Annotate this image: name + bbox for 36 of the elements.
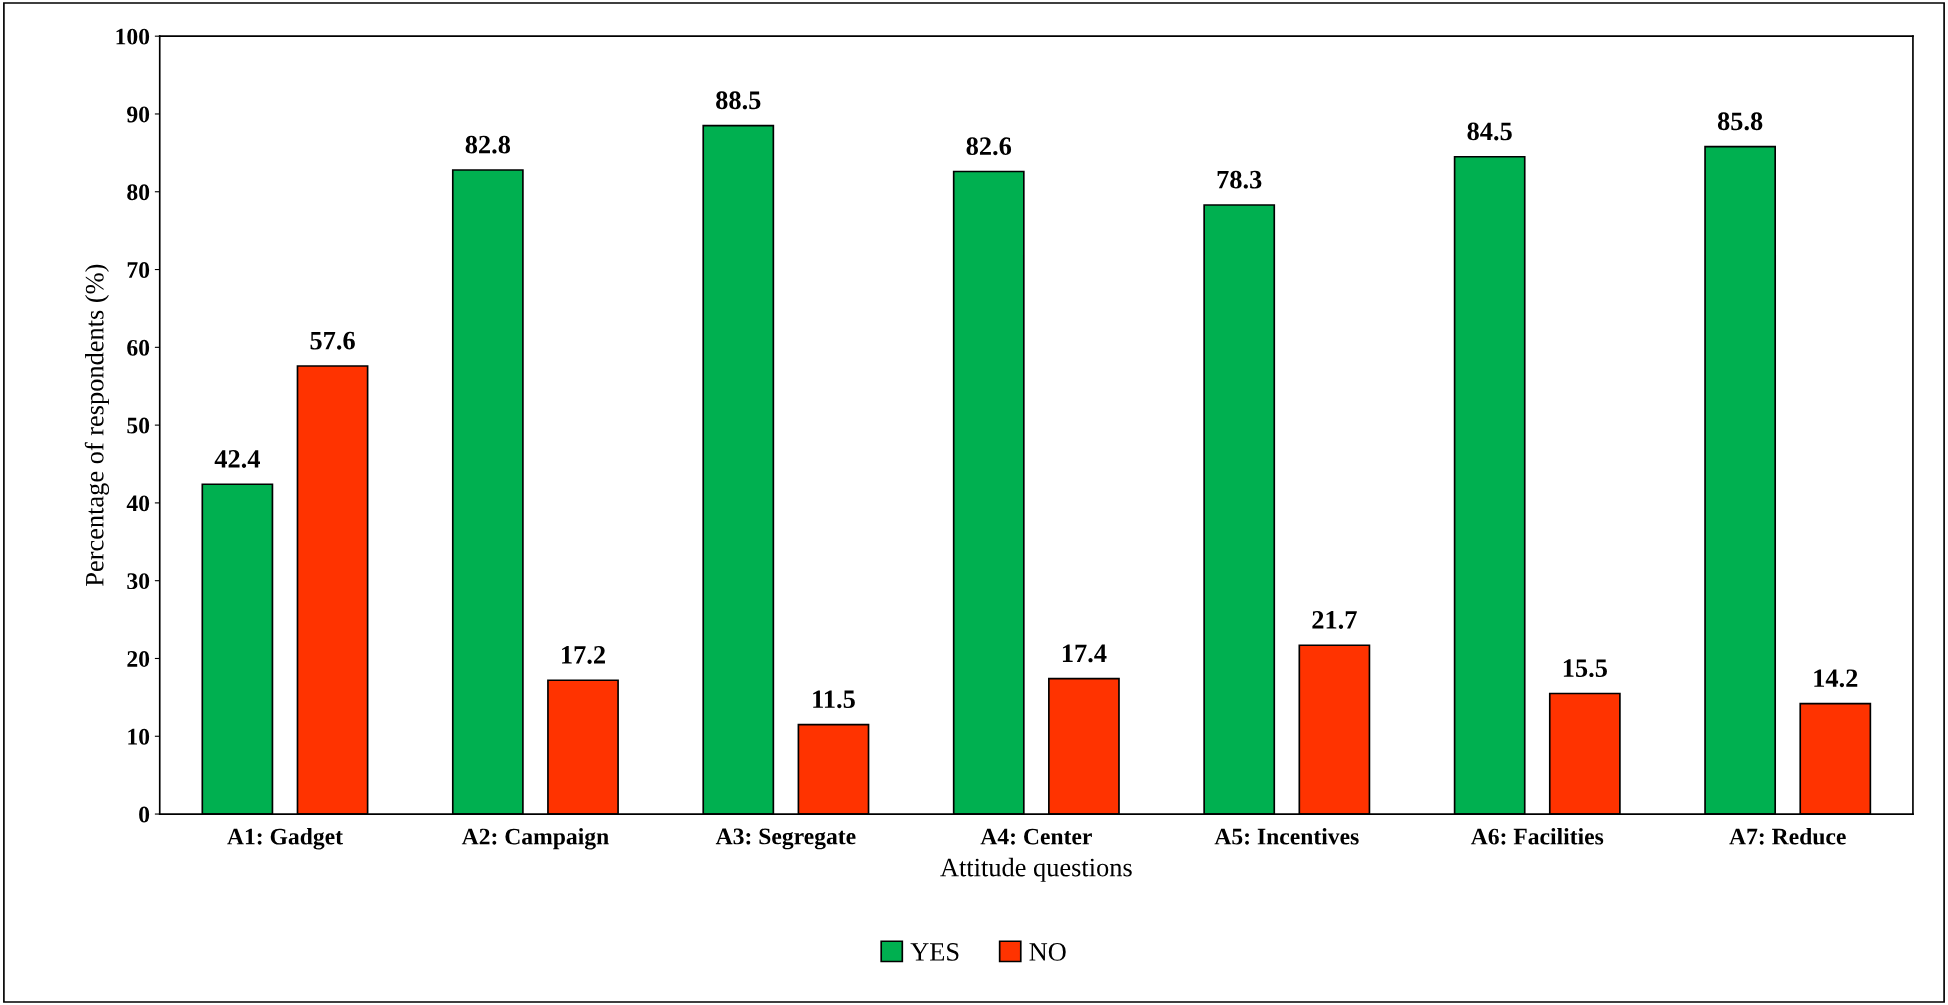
data-label: 42.4 <box>214 450 260 468</box>
x-tick-label: A4: Center <box>980 828 1092 845</box>
data-label: 21.7 <box>1312 611 1357 629</box>
data-label: 15.5 <box>1563 659 1607 678</box>
y-tick-label: 40 <box>126 495 150 512</box>
legend-label: YES <box>910 943 959 961</box>
x-tick-label: A2: Campaign <box>461 827 609 850</box>
y-tick-label: 50 <box>127 417 150 434</box>
legend-label: NO <box>1029 943 1066 961</box>
data-label: 11.5 <box>813 690 855 709</box>
data-label: 82.8 <box>465 135 511 154</box>
data-label: 78.3 <box>1217 170 1262 189</box>
x-tick-label: A1: Gadget <box>227 827 343 850</box>
data-label: 88.5 <box>716 91 761 110</box>
y-tick-label: 20 <box>127 650 150 667</box>
x-axis-title: Attitude questions <box>940 857 1132 882</box>
data-label: 17.4 <box>1062 644 1107 663</box>
y-tick-label: 90 <box>127 106 150 123</box>
y-tick-label: 10 <box>128 728 150 745</box>
x-tick-label: A3: Segregate <box>715 828 856 850</box>
data-label: 82.6 <box>966 137 1012 156</box>
data-label: 57.6 <box>310 331 355 350</box>
y-tick-label: 60 <box>127 339 150 356</box>
data-label: 85.8 <box>1717 112 1763 131</box>
data-label: 14.2 <box>1814 669 1858 688</box>
y-tick-label: 0 <box>139 806 150 823</box>
y-tick-label: 80 <box>127 184 150 201</box>
data-label: 17.2 <box>562 646 605 664</box>
data-label: 84.5 <box>1467 122 1512 141</box>
y-tick-label: 30 <box>127 573 150 590</box>
y-tick-label: 100 <box>116 28 150 45</box>
x-tick-label: A6: Facilities <box>1470 827 1604 845</box>
y-tick-label: 70 <box>127 262 150 278</box>
x-tick-label: A7: Reduce <box>1729 827 1846 845</box>
y-axis-title: Percentage of respondents (%) <box>84 264 110 586</box>
x-tick-label: A5: Incentives <box>1214 827 1359 845</box>
